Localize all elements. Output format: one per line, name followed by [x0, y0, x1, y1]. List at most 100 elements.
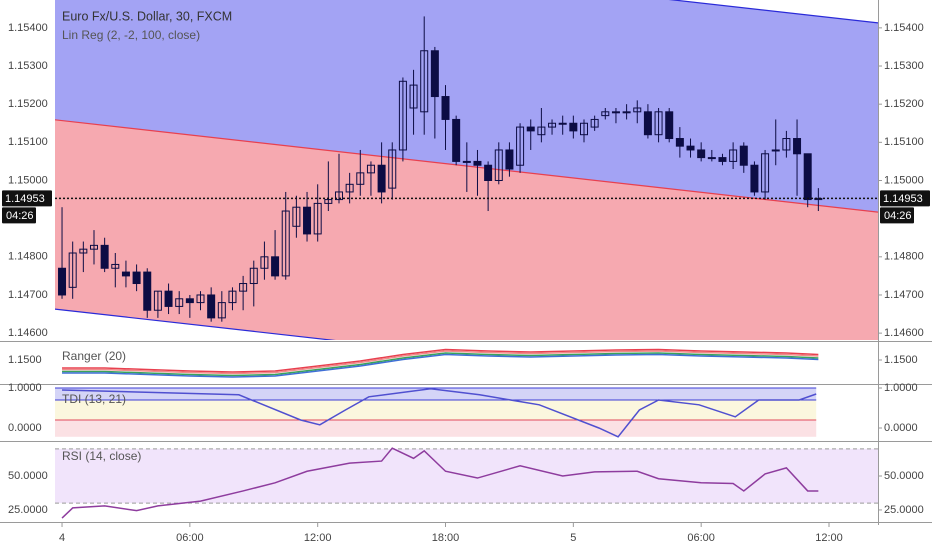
- channel-upper-fill: [55, 0, 878, 213]
- series-line: [62, 353, 819, 378]
- candle-body: [260, 256, 269, 269]
- candle-body: [526, 126, 535, 132]
- countdown-box: [880, 207, 914, 224]
- candle-body: [324, 199, 333, 204]
- candle-body: [739, 145, 748, 166]
- candle-body: [601, 111, 610, 117]
- y-tick-label: 1.14800: [8, 251, 48, 263]
- y-tick-label: 25.0000: [884, 504, 924, 516]
- candle-body: [143, 271, 152, 311]
- candle-body: [217, 302, 226, 319]
- candle-body: [590, 118, 599, 128]
- indicator-label: Lin Reg (2, -2, 100, close): [62, 28, 200, 42]
- y-tick-label: 0.0000: [8, 422, 42, 434]
- channel-line: [55, 308, 336, 340]
- y-tick-label: 1.15100: [884, 136, 924, 148]
- candle-body: [729, 149, 738, 162]
- band: [55, 420, 817, 437]
- candle-body: [441, 96, 450, 120]
- candle-body: [164, 290, 173, 307]
- candle-body: [388, 149, 397, 189]
- candle-body: [654, 111, 663, 136]
- series-line: [61, 447, 819, 519]
- candle-body: [121, 271, 130, 277]
- last-price-label: 1.14953: [5, 193, 45, 205]
- candle-body: [68, 252, 77, 288]
- pane: [62, 348, 819, 378]
- candle-body: [505, 149, 514, 170]
- candle-body: [537, 126, 546, 136]
- candle-body: [516, 126, 525, 166]
- last-price-label: 1.14953: [883, 193, 923, 205]
- candle-body: [196, 294, 205, 304]
- series-line: [62, 350, 819, 375]
- y-tick-label: 50.0000: [884, 470, 924, 482]
- y-tick-label: 1.15100: [8, 136, 48, 148]
- candle-body: [345, 183, 354, 193]
- y-tick-label: 1.15200: [8, 98, 48, 110]
- x-tick-label: 12:00: [304, 532, 332, 544]
- indicator-label: RSI (14, close): [62, 449, 141, 463]
- candle-body: [409, 84, 418, 109]
- candle-body: [228, 290, 237, 304]
- candle-body: [611, 111, 620, 114]
- candle-body: [79, 248, 88, 254]
- pane: [55, 387, 817, 438]
- x-tick-label: 06:00: [176, 532, 204, 544]
- candle-body: [58, 267, 67, 296]
- candle-body: [313, 202, 322, 235]
- pane: [55, 447, 878, 519]
- candle-body: [89, 244, 98, 250]
- candle-body: [579, 122, 588, 136]
- candle-body: [153, 290, 162, 311]
- candle-body: [452, 118, 461, 162]
- indicator-label: Ranger (20): [62, 349, 126, 363]
- candle-body: [462, 160, 471, 163]
- last-price-box: [2, 190, 52, 207]
- y-tick-label: 1.14700: [884, 289, 924, 301]
- candle-body: [622, 111, 631, 114]
- chart-title: Euro Fx/U.S. Dollar, 30, FXCM: [62, 9, 232, 23]
- candle-body: [803, 153, 812, 201]
- candle-body: [207, 294, 216, 319]
- candle-body: [303, 206, 312, 235]
- candle-body: [558, 122, 567, 125]
- candle-body: [249, 267, 258, 285]
- y-tick-label: 1.15200: [884, 98, 924, 110]
- candle-body: [111, 263, 120, 269]
- x-tick-label: 12:00: [815, 532, 843, 544]
- series-line: [62, 348, 819, 373]
- candle-body: [271, 256, 280, 277]
- candle-body: [771, 149, 780, 152]
- candle-body: [473, 160, 482, 166]
- candle-body: [793, 138, 802, 155]
- y-tick-label: 25.0000: [8, 504, 48, 516]
- candle-body: [814, 197, 823, 201]
- pane: [55, 0, 878, 340]
- band: [55, 400, 817, 420]
- candle-body: [100, 244, 109, 269]
- candle-body: [569, 122, 578, 132]
- candle-body: [239, 283, 248, 292]
- candle-body: [484, 164, 493, 181]
- candle-body: [686, 145, 695, 151]
- candle-body: [175, 298, 184, 307]
- candle-body: [398, 80, 407, 151]
- y-tick-label: 1.15400: [8, 22, 48, 34]
- y-tick-label: 1.15000: [8, 174, 48, 186]
- y-tick-label: 50.0000: [8, 470, 48, 482]
- y-tick-label: 1.1500: [8, 354, 42, 366]
- candle-body: [420, 50, 429, 113]
- candle-body: [761, 153, 770, 193]
- last-price-box: [880, 190, 930, 207]
- channel-line: [668, 0, 878, 24]
- countdown-label: 04:26: [884, 210, 912, 222]
- y-tick-label: 1.14800: [884, 251, 924, 263]
- y-tick-label: 1.0000: [8, 382, 42, 394]
- y-tick-label: 1.14600: [884, 327, 924, 339]
- candle-body: [292, 206, 301, 227]
- y-tick-label: 1.15300: [8, 60, 48, 72]
- candle-body: [633, 107, 642, 113]
- x-tick-label: 5: [570, 532, 576, 544]
- series-line: [62, 388, 817, 438]
